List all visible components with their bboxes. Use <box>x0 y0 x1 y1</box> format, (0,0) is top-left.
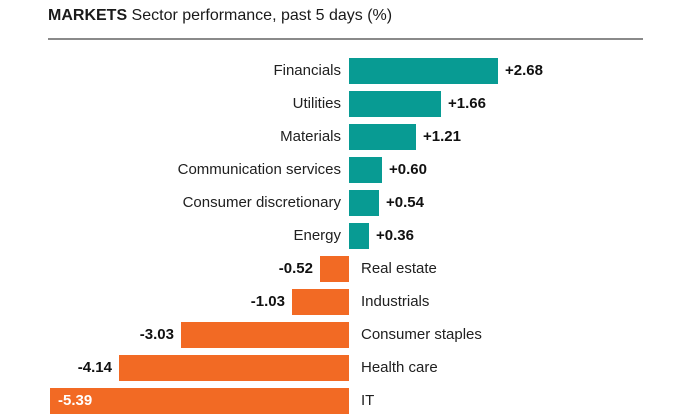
bar-positive <box>349 157 382 183</box>
value-label: +0.60 <box>389 161 427 178</box>
bar-positive <box>349 124 416 150</box>
value-label: +1.66 <box>448 95 486 112</box>
chart-row: Materials +1.21 <box>0 124 700 150</box>
bar-negative <box>119 355 349 381</box>
chart-row: IT -5.39 <box>0 388 700 414</box>
value-label: -3.03 <box>139 326 174 343</box>
chart-kicker: MARKETS <box>48 7 128 24</box>
value-label: +0.54 <box>386 194 424 211</box>
value-label: -5.39 <box>58 392 93 409</box>
category-label: Materials <box>280 128 341 145</box>
chart-title: MARKETS Sector performance, past 5 days … <box>48 7 392 25</box>
category-label: Energy <box>293 227 341 244</box>
bar-negative <box>50 388 349 414</box>
value-label: +1.21 <box>423 128 461 145</box>
chart-row: Financials +2.68 <box>0 58 700 84</box>
chart-subtitle: Sector performance, past 5 days (%) <box>127 7 393 24</box>
header-rule <box>48 38 643 40</box>
bar-positive <box>349 223 369 249</box>
chart-row: Health care -4.14 <box>0 355 700 381</box>
value-label: -4.14 <box>77 359 112 376</box>
category-label: Consumer discretionary <box>182 194 341 211</box>
bar-positive <box>349 190 379 216</box>
chart-row: Energy +0.36 <box>0 223 700 249</box>
bar-negative <box>181 322 349 348</box>
category-label: Consumer staples <box>361 326 482 343</box>
bar-positive <box>349 58 498 84</box>
category-label: Real estate <box>361 260 437 277</box>
category-label: IT <box>361 392 375 409</box>
category-label: Industrials <box>361 293 430 310</box>
category-label: Utilities <box>292 95 341 112</box>
chart-row: Communication services +0.60 <box>0 157 700 183</box>
category-label: Communication services <box>177 161 341 178</box>
value-label: +0.36 <box>376 227 414 244</box>
chart-row: Utilities +1.66 <box>0 91 700 117</box>
value-label: +2.68 <box>505 62 543 79</box>
chart-row: Industrials -1.03 <box>0 289 700 315</box>
category-label: Health care <box>361 359 438 376</box>
bar-negative <box>292 289 349 315</box>
value-label: -0.52 <box>278 260 313 277</box>
bar-positive <box>349 91 441 117</box>
category-label: Financials <box>273 62 341 79</box>
chart-row: Consumer staples -3.03 <box>0 322 700 348</box>
value-label: -1.03 <box>250 293 285 310</box>
chart-row: Real estate -0.52 <box>0 256 700 282</box>
chart-row: Consumer discretionary +0.54 <box>0 190 700 216</box>
bar-negative <box>320 256 349 282</box>
